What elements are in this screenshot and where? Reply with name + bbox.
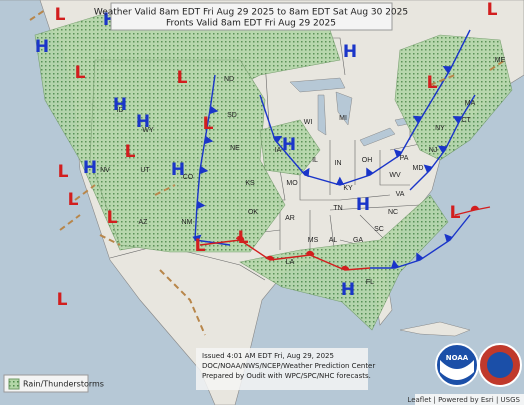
cuba: [399, 321, 471, 337]
state-label: MA: [465, 100, 476, 107]
state-label: OH: [362, 157, 373, 164]
pressure-center: L: [55, 5, 66, 25]
state-label: FL: [366, 279, 374, 286]
pressure-center: H: [341, 280, 355, 300]
pressure-center: H: [282, 135, 296, 155]
pressure-center: H: [83, 158, 97, 178]
noaa-logo-text: NOAA: [446, 354, 469, 362]
state-label: NV: [100, 167, 110, 174]
pressure-center: L: [450, 203, 461, 223]
state-label: NJ: [429, 147, 438, 154]
state-label: LA: [286, 259, 295, 266]
issued-line: Issued 4:01 AM EDT Fri, Aug 29, 2025: [202, 352, 334, 360]
attribution-box: [415, 394, 524, 405]
state-label: GA: [353, 237, 363, 244]
state-label: WI: [304, 119, 313, 126]
issued-line: DOC/NOAA/NWS/NCEP/Weather Prediction Cen…: [202, 362, 375, 370]
state-label: NE: [230, 145, 240, 152]
state-label: NY: [435, 125, 445, 132]
state-label: MD: [413, 165, 424, 172]
attribution[interactable]: Leaflet | Powered by Esri | USGS: [407, 396, 520, 404]
state-label: SC: [374, 226, 384, 233]
header-line: Weather Valid 8am EDT Fri Aug 29 2025 to…: [94, 8, 408, 18]
state-label: KY: [343, 185, 353, 192]
noaa-logo-wave: [440, 360, 474, 380]
state-label: ND: [224, 76, 234, 83]
pressure-center: L: [107, 208, 118, 228]
pressure-center: L: [125, 142, 136, 162]
nws-logo-inner: [487, 352, 513, 378]
state-label: VA: [396, 191, 405, 198]
state-label: AZ: [139, 219, 149, 226]
pressure-center: L: [75, 63, 86, 83]
pressure-center: L: [203, 114, 214, 134]
pressure-center: L: [57, 290, 68, 310]
state-label: PA: [400, 155, 409, 162]
legend-box: [3, 374, 89, 393]
pressure-center: L: [238, 228, 249, 248]
issued-box: [196, 348, 368, 390]
state-label: OK: [248, 209, 258, 216]
pressure-center: H: [113, 95, 127, 115]
pressure-center: L: [487, 0, 498, 20]
state-label: ID: [117, 107, 124, 114]
state-label: TN: [333, 205, 342, 212]
state-label: MI: [339, 115, 347, 122]
pressure-center: L: [68, 190, 79, 210]
pressure-center: H: [136, 112, 150, 132]
state-label: IL: [312, 157, 318, 164]
header-box: [110, 2, 393, 31]
pressure-center: L: [195, 236, 206, 256]
pressure-center: H: [356, 195, 370, 215]
state-label: IN: [335, 160, 342, 167]
issued-line: Prepared by Oudit with WPC/SPC/NHC forec…: [202, 372, 371, 380]
state-label: CO: [183, 174, 194, 181]
state-label: MO: [286, 180, 298, 187]
pressure-center: H: [343, 42, 357, 62]
state-label: NC: [388, 209, 398, 216]
state-label: WY: [142, 127, 154, 134]
state-label: ME: [495, 57, 506, 64]
state-label: MS: [308, 237, 319, 244]
state-label: KS: [245, 180, 255, 187]
troughs: [29, 9, 506, 336]
pressure-center: H: [171, 160, 185, 180]
pressure-center: L: [177, 68, 188, 88]
legend-swatch: [8, 378, 20, 390]
state-label: CT: [461, 117, 471, 124]
pressure-center: H: [35, 37, 49, 57]
state-label: UT: [140, 167, 150, 174]
state-label: AL: [329, 237, 338, 244]
fronts: [192, 29, 491, 271]
pressure-center: L: [427, 73, 438, 93]
state-label: WV: [389, 172, 401, 179]
state-label: IA: [275, 147, 282, 154]
state-label: NM: [182, 219, 193, 226]
state-label: SD: [227, 112, 237, 119]
legend-label: Rain/Thunderstorms: [23, 380, 104, 389]
header-line: Fronts Valid 8am EDT Fri Aug 29 2025: [166, 19, 336, 29]
pressure-center: L: [58, 162, 69, 182]
state-label: AR: [285, 215, 295, 222]
